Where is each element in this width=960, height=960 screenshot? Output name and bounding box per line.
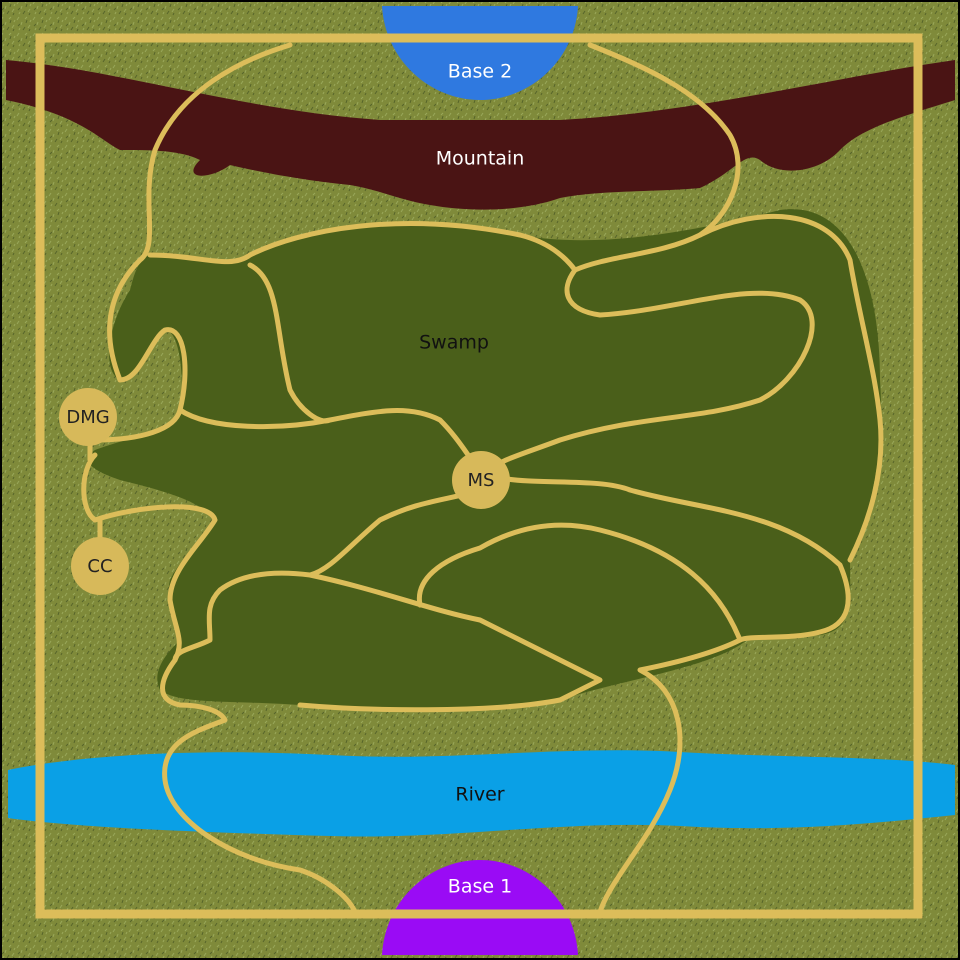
node-ms-label: MS [468,470,495,491]
map-boundary [35,33,923,919]
river-region [8,750,955,837]
river-label: River [455,784,504,806]
node-cc[interactable]: CC [71,537,129,595]
mountain-region [6,60,955,210]
path-swamp-inner [172,262,743,703]
node-dmg[interactable]: DMG [59,388,117,446]
node-dmg-label: DMG [66,407,109,428]
node-cc-label: CC [87,556,112,577]
path-swamp-outer [147,214,884,713]
swamp-label: Swamp [419,332,489,354]
base-1-region [382,860,578,955]
node-ms[interactable]: MS [452,451,510,509]
base-2-region [382,6,578,100]
base-1-label: Base 1 [448,876,512,898]
path-right-lane [487,42,851,915]
mountain-label: Mountain [436,148,525,170]
base-2-label: Base 2 [448,61,512,83]
